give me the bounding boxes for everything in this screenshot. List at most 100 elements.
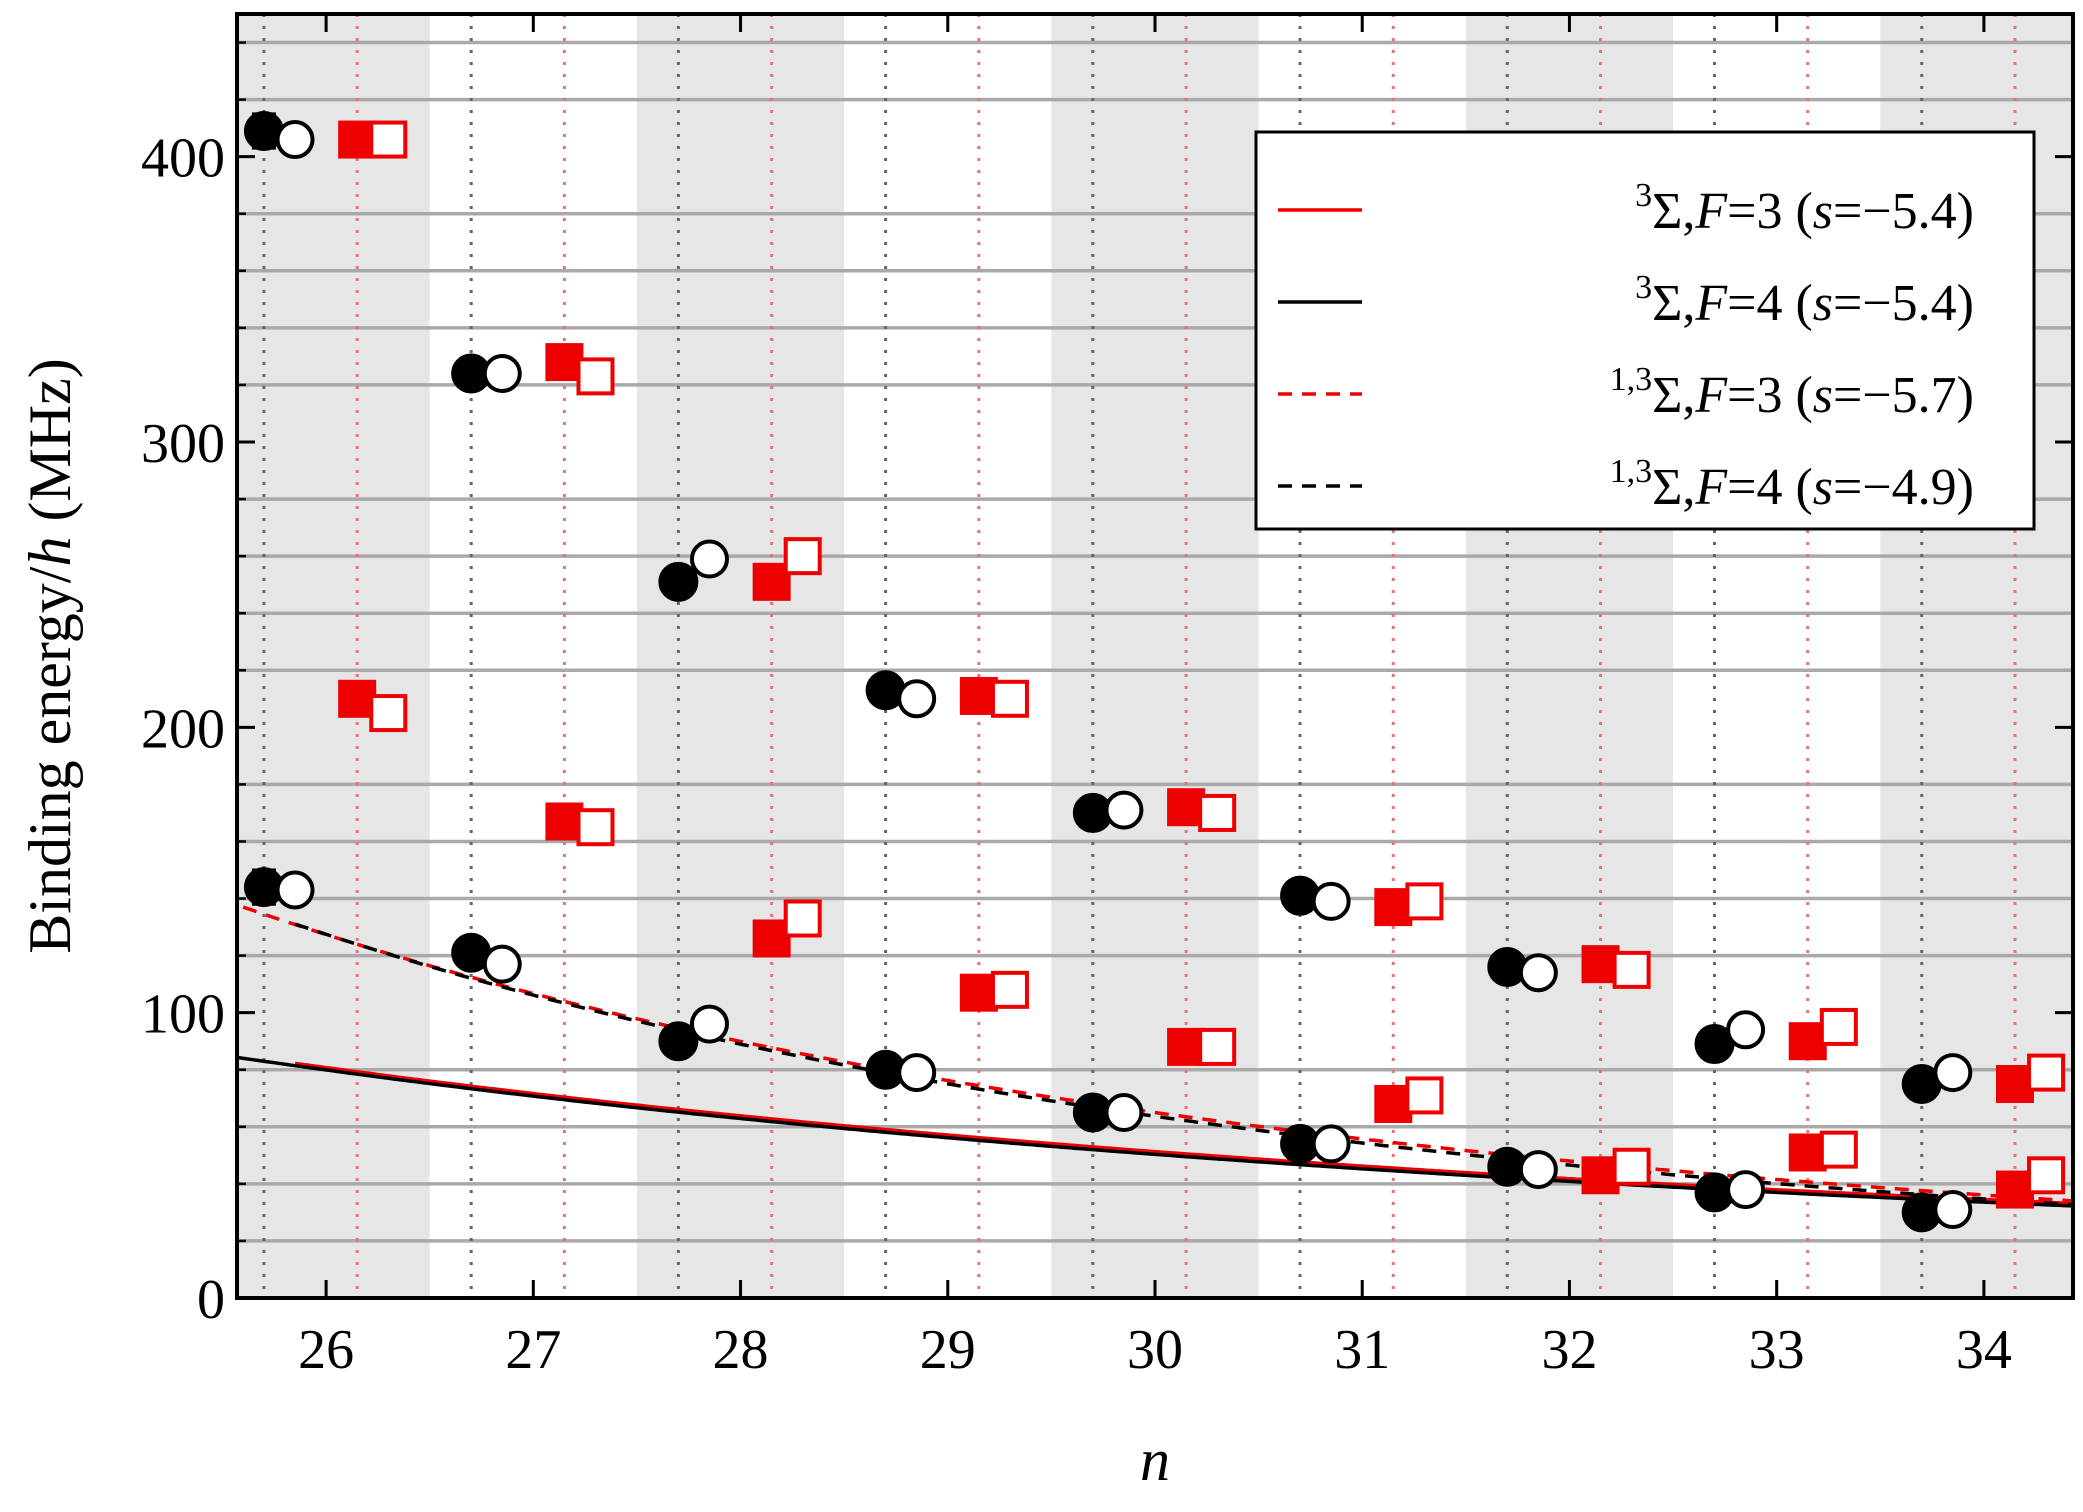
point-open-square [990,970,1029,1009]
point-open-square [2027,1053,2066,1092]
y-tick-label: 300 [141,413,225,475]
legend-label-3: 1,3Σ,F=4 (s=−4.9) [1610,453,1974,516]
shaded-band-0 [237,14,430,1298]
legend-label-part: F [1694,275,1728,332]
legend-box [1254,130,2036,531]
x-tick-label: 30 [1127,1319,1183,1381]
legend-label-part: , [1682,183,1695,240]
legend-label-part: , [1682,367,1695,424]
legend-label-part: F [1694,183,1728,240]
legend-label-1: 3Σ,F=4 (s=−5.4) [1635,269,1974,332]
point-open-circle [1311,881,1351,921]
point-open-square [369,694,408,733]
legend-label-part: , [1682,275,1695,332]
fit-curve-2 [242,905,2072,1203]
legend-label-part: s [1813,275,1833,332]
point-open-circle [1518,1150,1558,1190]
x-tick-label: 27 [505,1319,561,1381]
point-open-circle [689,539,729,579]
point-open-square [1405,1076,1444,1115]
axis-ticks: 26 27 28 29 30 31 32 33 34 0 100 200 300 400 [141,14,2073,1381]
x-tick-label: 33 [1749,1319,1805,1381]
legend-label-part: Σ [1652,183,1682,240]
fit-curve-1 [237,1055,2073,1208]
legend-label-part: =−4.9) [1833,459,1974,516]
point-open-square [1819,1130,1858,1169]
y-tick-label: 100 [141,984,225,1046]
fit-curves [237,905,2073,1208]
x-tick-label: 28 [713,1319,769,1381]
point-filled-circle [658,1021,699,1062]
legend-label-part: 1,3 [1610,361,1653,398]
y-axis-title-part: (MHz) [17,358,83,536]
legend-label-part: =4 ( [1727,459,1813,516]
point-open-circle [275,120,315,160]
legend-label-part: =−5.7) [1833,367,1974,424]
point-open-square [576,357,615,396]
point-open-square [2027,1156,2066,1195]
point-open-circle [1104,790,1144,830]
point-open-circle [482,944,522,984]
legend-label-part: s [1813,367,1833,424]
point-open-circle [1104,1093,1144,1133]
x-tick-label: 29 [920,1319,976,1381]
legend-label-part: 1,3 [1610,453,1653,490]
point-open-circle [897,1053,937,1093]
legend-label-part: =4 ( [1727,275,1813,332]
legend: 3Σ,F=3 (s=−5.4)3Σ,F=4 (s=−5.4)1,3Σ,F=3 (… [1254,130,2036,531]
point-open-circle [1518,953,1558,993]
point-open-square [369,120,408,159]
legend-label-part: =−5.4) [1833,183,1974,240]
y-axis-title-part: h [17,537,83,567]
point-open-square [1405,882,1444,921]
point-open-square [1819,1007,1858,1046]
legend-label-part: F [1694,367,1728,424]
legend-label-part: s [1813,459,1833,516]
point-open-circle [897,679,937,719]
point-open-square [783,899,822,938]
point-open-square [990,679,1029,718]
y-axis-title-part: Binding energy/ [17,566,83,954]
point-open-circle [482,354,522,394]
point-open-square [1198,793,1237,832]
axis-titles: n Binding energy/h (MHz) [17,358,1170,1493]
legend-label-0: 3Σ,F=3 (s=−5.4) [1635,177,1974,240]
point-open-circle [689,1004,729,1044]
legend-label-part: , [1682,459,1695,516]
fit-curve-0 [294,1061,2073,1206]
legend-label-part: =−5.4) [1833,275,1974,332]
legend-label-2: 1,3Σ,F=3 (s=−5.7) [1610,361,1974,424]
shaded-band-2 [1051,14,1259,1298]
point-open-square [1612,1147,1651,1186]
point-open-square [1198,1027,1237,1066]
legend-label-part: Σ [1652,459,1682,516]
x-tick-label: 26 [298,1319,354,1381]
y-tick-label: 200 [141,698,225,760]
y-tick-label: 0 [197,1269,225,1331]
legend-label-part: s [1813,183,1833,240]
point-open-circle [1933,1053,1973,1093]
shaded-band-1 [636,14,845,1298]
point-open-square [783,537,822,576]
point-open-circle [275,870,315,910]
point-open-circle [1311,1124,1351,1164]
point-open-square [1612,950,1651,989]
x-tick-label: 32 [1541,1319,1597,1381]
point-open-circle [1726,1010,1766,1050]
y-axis-title: Binding energy/h (MHz) [17,358,83,953]
x-axis-title: n [1140,1427,1170,1493]
legend-label-part: 3 [1635,177,1652,214]
legend-label-part: Σ [1652,367,1682,424]
y-tick-label: 400 [141,128,225,190]
point-filled-circle [658,561,699,602]
point-open-circle [1726,1170,1766,1210]
x-tick-label: 34 [1956,1319,2012,1381]
point-open-square [576,808,615,847]
point-open-circle [1933,1190,1973,1230]
legend-label-part: F [1694,459,1728,516]
x-tick-label: 31 [1334,1319,1390,1381]
data-points [243,110,2066,1233]
legend-label-part: =3 ( [1727,183,1813,240]
